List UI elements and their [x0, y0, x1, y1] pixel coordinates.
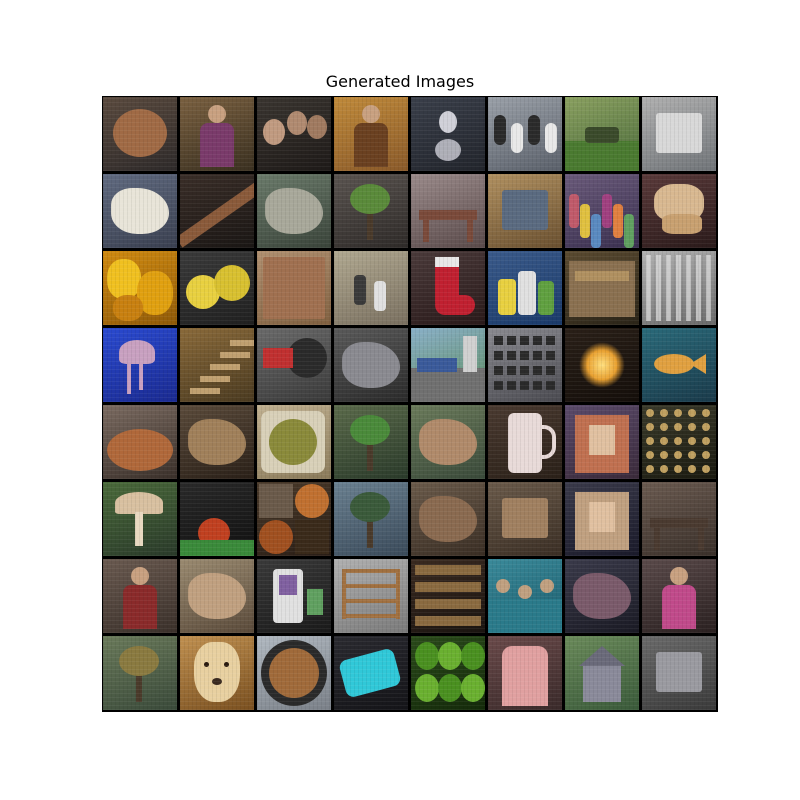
- generated-image-tile: [565, 251, 639, 325]
- generated-image-tile: [180, 174, 254, 248]
- image-grid: [102, 96, 718, 712]
- generated-image-tile: [103, 97, 177, 171]
- generated-image-tile: [411, 328, 485, 402]
- generated-image-tile: [565, 328, 639, 402]
- generated-image-tile: [488, 97, 562, 171]
- generated-image-tile: [642, 482, 716, 556]
- generated-image-tile: [103, 251, 177, 325]
- generated-image-tile: [565, 636, 639, 710]
- generated-image-tile: [257, 251, 331, 325]
- generated-image-tile: [565, 174, 639, 248]
- generated-image-tile: [257, 482, 331, 556]
- generated-image-tile: [257, 174, 331, 248]
- generated-image-tile: [488, 482, 562, 556]
- figure-title: Generated Images: [325, 72, 475, 91]
- generated-image-tile: [103, 636, 177, 710]
- generated-image-tile: [565, 559, 639, 633]
- generated-image-tile: [642, 328, 716, 402]
- generated-image-tile: [257, 636, 331, 710]
- generated-image-tile: [180, 482, 254, 556]
- generated-image-tile: [642, 405, 716, 479]
- generated-image-tile: [180, 636, 254, 710]
- generated-image-tile: [180, 328, 254, 402]
- generated-image-tile: [257, 328, 331, 402]
- generated-image-tile: [488, 328, 562, 402]
- generated-image-tile: [565, 482, 639, 556]
- generated-image-tile: [488, 251, 562, 325]
- generated-image-tile: [488, 174, 562, 248]
- generated-image-tile: [642, 636, 716, 710]
- generated-image-tile: [103, 482, 177, 556]
- generated-image-tile: [180, 251, 254, 325]
- generated-image-tile: [334, 174, 408, 248]
- generated-image-tile: [103, 328, 177, 402]
- generated-image-tile: [642, 174, 716, 248]
- generated-image-tile: [103, 405, 177, 479]
- generated-image-tile: [334, 559, 408, 633]
- generated-image-tile: [565, 97, 639, 171]
- generated-image-tile: [642, 251, 716, 325]
- generated-image-tile: [334, 636, 408, 710]
- generated-image-tile: [334, 328, 408, 402]
- generated-image-tile: [411, 636, 485, 710]
- generated-image-tile: [642, 559, 716, 633]
- generated-image-tile: [565, 405, 639, 479]
- generated-image-tile: [411, 97, 485, 171]
- generated-image-tile: [488, 636, 562, 710]
- generated-image-tile: [334, 97, 408, 171]
- generated-image-tile: [411, 405, 485, 479]
- generated-image-tile: [103, 559, 177, 633]
- generated-image-tile: [488, 405, 562, 479]
- generated-image-tile: [180, 405, 254, 479]
- generated-image-tile: [488, 559, 562, 633]
- generated-image-tile: [180, 97, 254, 171]
- generated-image-tile: [411, 559, 485, 633]
- generated-image-tile: [411, 251, 485, 325]
- generated-image-tile: [103, 174, 177, 248]
- generated-image-tile: [411, 482, 485, 556]
- generated-image-tile: [334, 251, 408, 325]
- generated-image-tile: [334, 405, 408, 479]
- generated-image-tile: [257, 559, 331, 633]
- generated-image-tile: [257, 97, 331, 171]
- generated-image-tile: [180, 559, 254, 633]
- generated-image-tile: [257, 405, 331, 479]
- generated-image-tile: [334, 482, 408, 556]
- generated-image-tile: [411, 174, 485, 248]
- generated-image-tile: [642, 97, 716, 171]
